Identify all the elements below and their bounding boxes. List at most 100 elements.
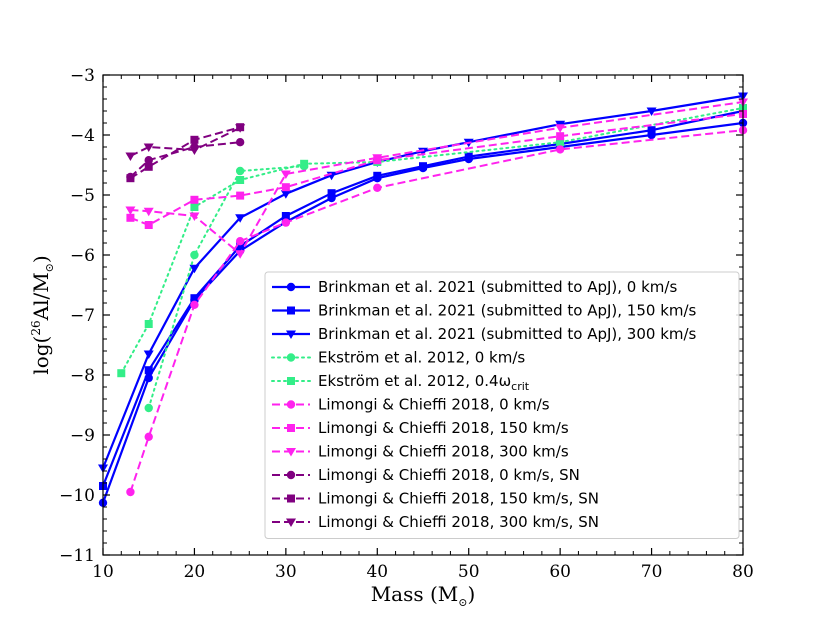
data-point (236, 176, 245, 184)
legend-marker (286, 353, 296, 362)
legend-entry: Limongi & Chieffi 2018, 300 km/s, SN (272, 513, 599, 531)
series-line (101, 94, 744, 469)
data-point (189, 264, 200, 274)
data-point (144, 320, 153, 328)
data-point (190, 250, 199, 260)
y-tick-label: −7 (70, 306, 95, 326)
data-point (144, 432, 153, 441)
data-point (189, 212, 200, 221)
legend-label: Limongi & Chieffi 2018, 0 km/s (318, 396, 550, 414)
legend-box (264, 271, 740, 539)
series-line (120, 107, 744, 375)
legend-label: Limongi & Chieffi 2018, 150 km/s (318, 419, 569, 437)
legend-label: Brinkman et al. 2021 (submitted to ApJ),… (318, 302, 697, 320)
data-point (646, 107, 657, 116)
data-point (126, 174, 135, 183)
y-tick-label: −8 (70, 366, 95, 386)
data-point (281, 183, 290, 192)
legend-label: Limongi & Chieffi 2018, 300 km/s (318, 443, 569, 461)
legend-entry: Limongi & Chieffi 2018, 150 km/s (272, 419, 569, 437)
legend-label-subscript: crit (511, 380, 530, 393)
data-point (556, 132, 565, 141)
x-tick-label: 70 (641, 562, 663, 582)
data-point (236, 242, 245, 250)
data-point (125, 152, 136, 161)
data-point (373, 171, 382, 180)
tick-layer: 10 20 30 40 50 60 70 80 −11 −10 −9 −8 −7 −6 −5 −4 −3 (59, 66, 754, 582)
data-point (300, 159, 309, 168)
data-point (235, 250, 246, 259)
data-point (464, 152, 473, 161)
x-tick-label: 10 (92, 562, 114, 582)
data-point (281, 212, 290, 220)
legend-label: Limongi & Chieffi 2018, 300 km/s, SN (318, 513, 599, 531)
legend-label: Ekström et al. 2012, 0.4ωcrit (318, 372, 530, 393)
data-point (235, 124, 246, 133)
legend-marker (287, 306, 295, 315)
legend-items: Brinkman et al. 2021 (submitted to ApJ),… (271, 278, 697, 531)
x-axis-title: Mass (M⊙) (371, 582, 476, 609)
y-tick-label: −5 (70, 186, 95, 206)
legend-marker (287, 377, 295, 385)
data-point (280, 190, 291, 199)
legend-entry: Limongi & Chieffi 2018, 300 km/s (272, 443, 569, 461)
series-line (101, 121, 744, 504)
x-tick-label: 50 (458, 562, 480, 582)
data-point (190, 203, 199, 211)
series-line (129, 126, 241, 180)
data-point (235, 214, 246, 223)
data-point (144, 162, 153, 171)
legend-marker (286, 470, 296, 480)
data-point (556, 138, 565, 147)
legend-entry: Limongi & Chieffi 2018, 0 km/s (272, 396, 550, 414)
legend-entry: Ekström et al. 2012, 0 km/s (271, 349, 525, 367)
data-point (117, 369, 126, 378)
y-tick-label: −3 (70, 66, 95, 86)
series-line (101, 109, 744, 487)
data-point (555, 124, 566, 133)
legend-marker (286, 518, 296, 527)
legend-marker (287, 424, 295, 432)
series-limongi-chieffi-2018-300-km-s-7 (125, 98, 748, 259)
series-line (147, 165, 306, 409)
data-point (419, 162, 427, 171)
legend-label: Ekström et al. 2012, 0 km/s (318, 349, 525, 367)
legend-marker (286, 448, 296, 457)
legend-label: Brinkman et al. 2021 (submitted to ApJ),… (318, 325, 697, 343)
data-point (190, 195, 199, 204)
data-point (144, 403, 153, 413)
series-limongi-chieffi-2018-300-km-s-sn-10 (125, 124, 246, 161)
series-line (130, 101, 744, 256)
data-point (190, 300, 199, 309)
legend-marker (287, 494, 295, 503)
data-point (143, 207, 154, 217)
data-point (281, 218, 291, 227)
series-line (129, 126, 241, 157)
data-point (144, 221, 153, 229)
x-tick-label: 20 (184, 562, 206, 582)
x-tick-label: 40 (366, 562, 388, 582)
y-tick-label: −11 (59, 546, 95, 566)
legend-marker (286, 282, 296, 292)
data-point (235, 138, 245, 147)
legend-label: Limongi & Chieffi 2018, 0 km/s, SN (318, 466, 580, 484)
series-layer (98, 92, 748, 507)
series-limongi-chieffi-2018-0-km-s-5 (126, 126, 748, 497)
data-point (126, 487, 135, 497)
data-point (647, 126, 656, 135)
legend: Brinkman et al. 2021 (submitted to ApJ),… (264, 271, 740, 539)
legend-entry: Brinkman et al. 2021 (submitted to ApJ),… (272, 325, 697, 343)
data-point (236, 191, 245, 200)
x-tick-label: 60 (549, 562, 571, 582)
data-point (144, 366, 153, 375)
data-point (125, 206, 136, 215)
y-tick-label: −9 (70, 426, 95, 446)
x-tick-label: 30 (275, 562, 297, 582)
data-point (372, 154, 383, 163)
y-tick-label: −10 (59, 486, 95, 506)
data-point (143, 350, 154, 359)
data-point (327, 189, 336, 198)
legend-entry: Limongi & Chieffi 2018, 150 km/s, SN (272, 490, 599, 508)
data-point (189, 146, 200, 155)
series-line (130, 113, 744, 227)
